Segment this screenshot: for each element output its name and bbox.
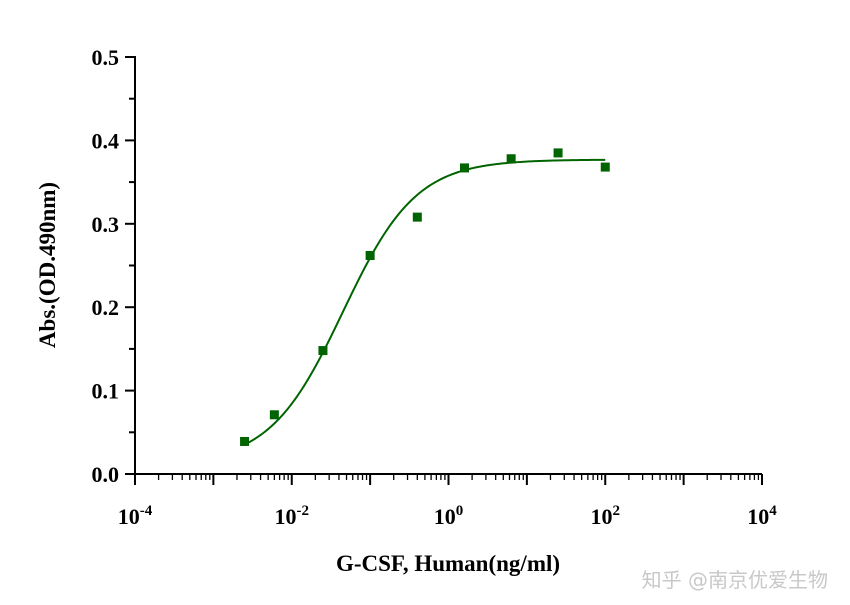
y-tick-label: 0.1 [92,379,120,404]
data-points [240,148,610,446]
y-axis-title: Abs.(OD.490nm) [35,182,60,348]
x-tick-label: 100 [434,503,464,529]
x-tick-label: 104 [747,503,777,529]
data-point [269,410,279,420]
watermark: 知乎 @南京优爱生物 [641,568,828,592]
y-axis: 0.0 0.1 0.2 0.3 0.4 0.5 [92,45,136,487]
data-point [240,436,250,446]
data-point [600,162,610,172]
y-tick-label: 0.4 [92,128,120,153]
y-tick-label: 0.3 [92,212,120,237]
y-tick-label: 0.5 [92,45,120,70]
fit-curve [244,158,606,446]
data-point [553,148,563,158]
x-axis: 10-4 10-2 100 102 104 [118,473,777,529]
data-point [459,163,469,173]
data-point [365,250,375,260]
data-point [318,346,328,356]
data-point [412,212,422,222]
y-tick-label: 0.2 [92,295,120,320]
y-tick-label: 0.0 [92,462,120,487]
data-point [506,154,516,164]
x-tick-label: 102 [591,503,621,529]
x-axis-title: G-CSF, Human(ng/ml) [336,551,560,576]
x-tick-label: 10-2 [275,503,310,529]
x-tick-label: 10-4 [118,503,153,529]
